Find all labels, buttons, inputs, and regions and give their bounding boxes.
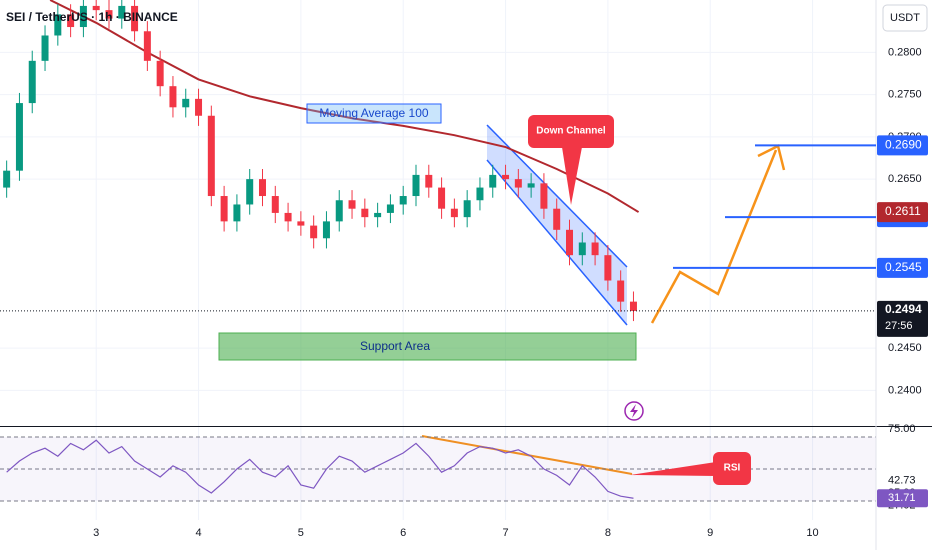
rsi-callout (713, 452, 751, 485)
channel-label: Down Channel (536, 126, 606, 137)
candle-body (514, 179, 522, 188)
x-tick-label: 4 (195, 527, 201, 539)
ma-value-box (877, 202, 928, 223)
candle-body (220, 196, 228, 222)
candle-body (617, 280, 625, 302)
candle-body (143, 31, 151, 61)
candle-body (399, 196, 407, 205)
y-tick-label: 0.2800 (888, 46, 922, 58)
candle-body (207, 115, 215, 197)
x-tick-label: 5 (298, 527, 304, 539)
rsi-label: RSI (724, 463, 741, 474)
level-label: 0.2690 (885, 137, 922, 151)
candle-body (92, 5, 100, 11)
candle-body (169, 86, 177, 108)
channel-callout (528, 115, 614, 148)
candle-body (28, 60, 36, 104)
y-tick-label: 0.2400 (888, 384, 922, 396)
candle-body (502, 174, 510, 180)
candle-body (310, 225, 318, 239)
candle-body (297, 221, 305, 226)
candle-body (233, 204, 241, 222)
rsi-callout-pointer (630, 462, 716, 476)
x-tick-label: 9 (707, 527, 713, 539)
x-tick-label: 7 (502, 527, 508, 539)
candle-body (67, 14, 75, 28)
candle-body (450, 208, 458, 218)
candle-body (195, 98, 203, 116)
rsi-tick-label: 75.00 (888, 423, 916, 435)
countdown: 27:56 (885, 320, 913, 332)
support-label: Support Area (360, 339, 430, 353)
candle-body (15, 103, 23, 171)
axes: 3456789100.24000.24500.26500.27000.27500… (93, 46, 928, 539)
x-tick-label: 6 (400, 527, 406, 539)
rsi-value-label: 31.71 (888, 492, 916, 504)
rsi-tick-label: 42.73 (888, 475, 916, 487)
candle-body (182, 98, 190, 108)
candle-body (3, 170, 11, 188)
candle-body (118, 5, 126, 19)
candle-body (105, 10, 113, 19)
candle-body (540, 183, 548, 209)
alert-bolt (630, 404, 638, 418)
candle-body (79, 5, 87, 28)
candle-body (412, 174, 420, 197)
candle-body (463, 200, 471, 218)
candle-body (374, 212, 382, 218)
x-tick-label: 10 (806, 527, 818, 539)
level-label: 0.2545 (885, 260, 922, 274)
currency: USDT (890, 12, 920, 24)
level-label-box (877, 257, 928, 278)
y-tick-label: 0.2450 (888, 342, 922, 354)
candle-body (41, 35, 49, 61)
rsi-line (6, 439, 634, 499)
channel-callout-pointer (562, 147, 582, 205)
currency-box[interactable] (882, 4, 928, 32)
candle-body (629, 301, 637, 311)
rsi-trendline (421, 435, 633, 475)
support-area (218, 332, 637, 361)
candle-body (527, 183, 535, 188)
ma-annotation: Moving Average 100 (319, 106, 429, 120)
candle-body (566, 229, 574, 256)
candle-body (386, 204, 394, 213)
ma-value-label: 0.2611 (885, 204, 921, 218)
candle-body (284, 212, 292, 222)
candle-body (438, 187, 446, 209)
candle-body (578, 242, 586, 256)
x-tick-label: 3 (93, 527, 99, 539)
x-tick-label: 8 (605, 527, 611, 539)
candle-body (271, 196, 279, 213)
candle-body (476, 187, 484, 201)
last-price-label: 0.2494 (885, 302, 922, 316)
price-pane (3, 0, 640, 361)
last-price-box (877, 300, 928, 337)
candle-body (489, 174, 497, 188)
candle-body (156, 60, 164, 87)
y-tick-label: 0.2650 (888, 173, 922, 185)
symbol-title: SEI / TetherUS · 1h · BINANCE (6, 10, 178, 24)
candle-body (591, 242, 599, 256)
y-tick-label: 0.2750 (888, 89, 922, 101)
candle-body (322, 221, 330, 239)
ma-label-box (306, 103, 442, 124)
candle-body (553, 208, 561, 230)
rsi-value-box (877, 489, 928, 508)
candle-body (258, 179, 266, 197)
candle-body (425, 174, 433, 188)
candle-body (361, 208, 369, 218)
candle-body (246, 179, 254, 205)
level-label-box (877, 135, 928, 156)
candle-body (54, 14, 62, 36)
candle-body (604, 255, 612, 281)
channel-lower (486, 159, 628, 326)
candle-body (131, 5, 139, 32)
candle-body (348, 200, 356, 209)
projection-path (650, 149, 778, 324)
candle-body (335, 200, 343, 222)
